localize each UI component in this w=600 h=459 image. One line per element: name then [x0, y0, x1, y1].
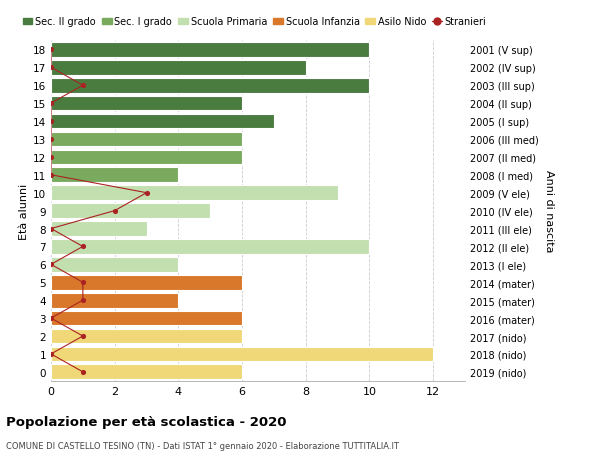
- Point: [46, 46, 56, 54]
- Point: [46, 64, 56, 72]
- Bar: [51, 293, 178, 308]
- Legend: Sec. II grado, Sec. I grado, Scuola Primaria, Scuola Infanzia, Asilo Nido, Stran: Sec. II grado, Sec. I grado, Scuola Prim…: [23, 17, 487, 27]
- Bar: [51, 275, 242, 290]
- Text: Popolazione per età scolastica - 2020: Popolazione per età scolastica - 2020: [6, 415, 287, 428]
- Bar: [51, 347, 433, 362]
- Point: [46, 172, 56, 179]
- Point: [78, 243, 88, 251]
- Point: [46, 118, 56, 125]
- Y-axis label: Anni di nascita: Anni di nascita: [544, 170, 554, 252]
- Point: [46, 351, 56, 358]
- Bar: [51, 61, 306, 75]
- Bar: [51, 329, 242, 344]
- Point: [142, 190, 151, 197]
- Bar: [51, 150, 242, 165]
- Point: [46, 315, 56, 322]
- Point: [78, 369, 88, 376]
- Bar: [51, 186, 338, 201]
- Bar: [51, 222, 146, 236]
- Point: [78, 297, 88, 304]
- Bar: [51, 240, 370, 254]
- Bar: [51, 96, 242, 111]
- Bar: [51, 204, 210, 218]
- Point: [46, 154, 56, 161]
- Point: [46, 261, 56, 269]
- Bar: [51, 311, 242, 326]
- Y-axis label: Età alunni: Età alunni: [19, 183, 29, 239]
- Bar: [51, 168, 178, 183]
- Bar: [51, 132, 242, 147]
- Point: [78, 279, 88, 286]
- Point: [78, 333, 88, 340]
- Point: [46, 100, 56, 107]
- Point: [46, 225, 56, 233]
- Point: [110, 207, 119, 215]
- Point: [78, 82, 88, 90]
- Text: COMUNE DI CASTELLO TESINO (TN) - Dati ISTAT 1° gennaio 2020 - Elaborazione TUTTI: COMUNE DI CASTELLO TESINO (TN) - Dati IS…: [6, 441, 399, 450]
- Point: [46, 136, 56, 143]
- Bar: [51, 114, 274, 129]
- Bar: [51, 43, 370, 57]
- Bar: [51, 257, 178, 272]
- Bar: [51, 78, 370, 93]
- Bar: [51, 365, 242, 379]
